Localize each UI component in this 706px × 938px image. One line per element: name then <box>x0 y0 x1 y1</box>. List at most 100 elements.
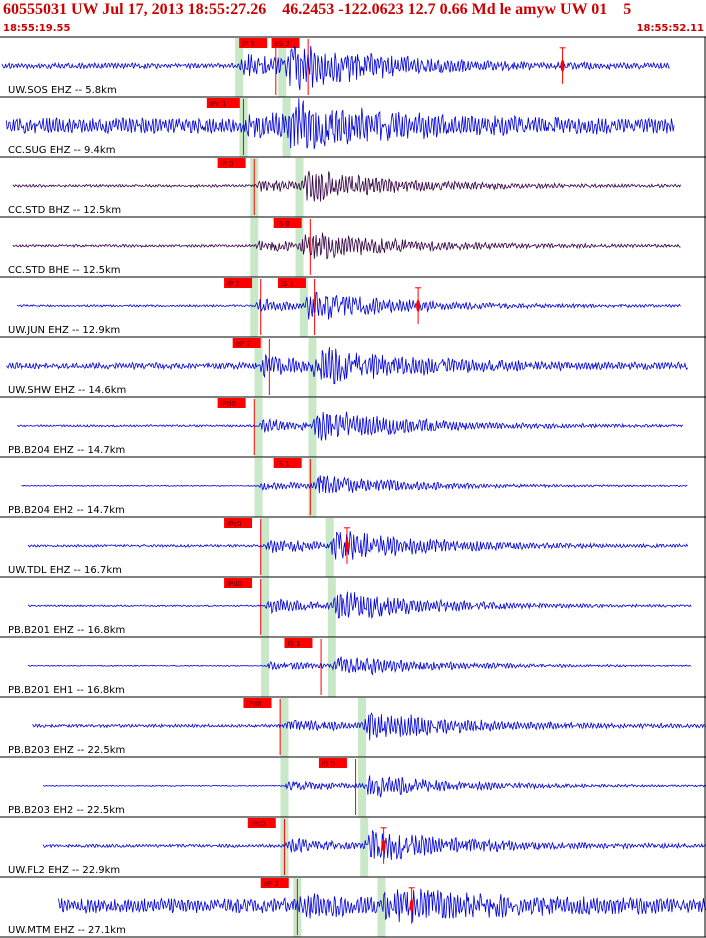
pick-flag <box>271 38 300 48</box>
trace-row: iP 1 eS 2 UW.SOS EHZ -- 5.8km <box>0 38 706 98</box>
pick-flag <box>224 578 253 588</box>
p-window <box>280 698 289 757</box>
p-window <box>261 578 270 637</box>
s-window <box>325 518 334 577</box>
trace-row: iPc 1 CC.SUG EHZ -- 9.4km <box>0 98 706 158</box>
pick-flag <box>318 758 347 768</box>
s-window <box>295 218 304 277</box>
pick-label: eP 2 <box>264 880 279 888</box>
pick-flag <box>277 278 306 288</box>
pick-flag <box>206 98 240 108</box>
amp-marker-blob <box>344 539 349 552</box>
p-window <box>254 338 263 397</box>
s-window <box>358 698 367 757</box>
station-label: UW.JUN EHZ -- 12.9km <box>8 325 120 336</box>
trace-row: eP 2 UW.MTM EHZ -- 27.1km <box>0 878 706 938</box>
pick-label: iP 1 <box>227 280 240 288</box>
trace-row: iP 0 CC.STD BHZ -- 12.5km <box>0 158 706 218</box>
pick-label: iPd0 <box>246 700 261 708</box>
waveform <box>21 475 688 494</box>
pick-label: iS 0 <box>277 220 290 228</box>
pick-flag <box>273 218 302 228</box>
pick-label: iS 0 <box>322 760 335 768</box>
p-window <box>261 638 270 697</box>
p-window <box>261 518 270 577</box>
trace-row: iS 1 PB.B204 EH2 -- 14.7km <box>0 458 706 518</box>
pick-label: iS 1 <box>281 280 294 288</box>
pick-label: iS 1 <box>287 640 300 648</box>
pick-label: iPd0 <box>227 580 242 588</box>
station-label: PB.B203 EHZ -- 22.5km <box>8 745 125 756</box>
s-window <box>299 278 308 337</box>
pick-label: iPd0 <box>221 400 236 408</box>
pick-flag <box>247 818 276 828</box>
pick-flag <box>284 638 313 648</box>
amp-marker-blob <box>381 839 386 852</box>
pick-label: eS 2 <box>275 40 290 48</box>
waveform <box>27 591 692 619</box>
waveform <box>1 45 670 91</box>
s-window <box>327 638 336 697</box>
pick-label: iS 1 <box>277 460 290 468</box>
station-label: CC.SUG EHZ -- 9.4km <box>8 145 115 156</box>
trace-row: iPd0 PB.B204 EHZ -- 14.7km <box>0 398 706 458</box>
s-window <box>358 758 367 817</box>
station-label: UW.SHW EHZ -- 14.6km <box>8 385 126 396</box>
station-label: PB.B201 EHZ -- 16.8km <box>8 625 125 636</box>
waveform <box>31 712 706 741</box>
waveform <box>12 232 681 260</box>
trace-row: iS 0 CC.STD BHE -- 12.5km <box>0 218 706 278</box>
time-end-label: 18:55:52.11 <box>636 23 704 34</box>
station-label: PB.B204 EHZ -- 14.7km <box>8 445 125 456</box>
pick-flag <box>217 398 246 408</box>
station-label: CC.STD BHE -- 12.5km <box>8 265 121 276</box>
trace-row: iS 1 PB.B201 EH1 -- 16.8km <box>0 638 706 698</box>
station-label: UW.FL2 EHZ -- 22.9km <box>8 865 120 876</box>
waveform <box>12 170 681 202</box>
waveform <box>16 411 684 441</box>
pick-label: iP 0 <box>221 160 234 168</box>
trace-row: iPd0 PB.B203 EHZ -- 22.5km <box>0 698 706 758</box>
pick-flag <box>260 878 289 888</box>
station-label: UW.TDL EHZ -- 16.7km <box>8 565 122 576</box>
amp-marker-blob <box>416 299 421 312</box>
pick-flag <box>232 338 261 348</box>
waveform <box>27 531 688 560</box>
pick-flag <box>273 458 302 468</box>
pick-label: iPc 1 <box>210 100 227 108</box>
p-window <box>250 218 259 277</box>
pick-flag <box>239 38 268 48</box>
s-window <box>278 38 287 97</box>
station-label: UW.SOS EHZ -- 5.8km <box>8 85 117 96</box>
pick-flag <box>224 518 253 528</box>
event-header: 60555031 UW Jul 17, 2013 18:55:27.26 46.… <box>0 0 706 36</box>
pick-flag <box>217 158 246 168</box>
waveform <box>5 98 675 150</box>
trace-row: iP 1 iS 1 UW.JUN EHZ -- 12.9km <box>0 278 706 338</box>
waveform <box>27 656 692 676</box>
pick-label: iPc0 <box>251 820 265 828</box>
station-label: PB.B201 EH1 -- 16.8km <box>8 685 125 696</box>
p-window <box>254 458 263 517</box>
station-label: PB.B204 EH2 -- 14.7km <box>8 505 125 516</box>
station-label: UW.MTM EHZ -- 27.1km <box>8 925 126 936</box>
trace-row: iPd0 PB.B201 EHZ -- 16.8km <box>0 578 706 638</box>
p-window <box>280 758 289 817</box>
amp-marker-blob <box>409 899 414 912</box>
pick-flag <box>224 278 253 288</box>
station-label: CC.STD BHZ -- 12.5km <box>8 205 121 216</box>
waveform <box>42 829 706 861</box>
trace-row: iPc0 UW.FL2 EHZ -- 22.9km <box>0 818 706 878</box>
trace-row: iS 0 PB.B203 EH2 -- 22.5km <box>0 758 706 818</box>
station-label: PB.B203 EH2 -- 22.5km <box>8 805 125 816</box>
s-window <box>308 398 317 457</box>
event-title: 60555031 UW Jul 17, 2013 18:55:27.26 46.… <box>3 1 632 18</box>
pick-label: eP 2 <box>236 340 251 348</box>
time-start-label: 18:55:19.55 <box>3 23 71 34</box>
pick-flag <box>243 698 272 708</box>
trace-row: iPc0 UW.TDL EHZ -- 16.7km <box>0 518 706 578</box>
pick-label: iPc0 <box>227 520 241 528</box>
waveform <box>16 291 681 320</box>
s-window <box>377 878 386 937</box>
